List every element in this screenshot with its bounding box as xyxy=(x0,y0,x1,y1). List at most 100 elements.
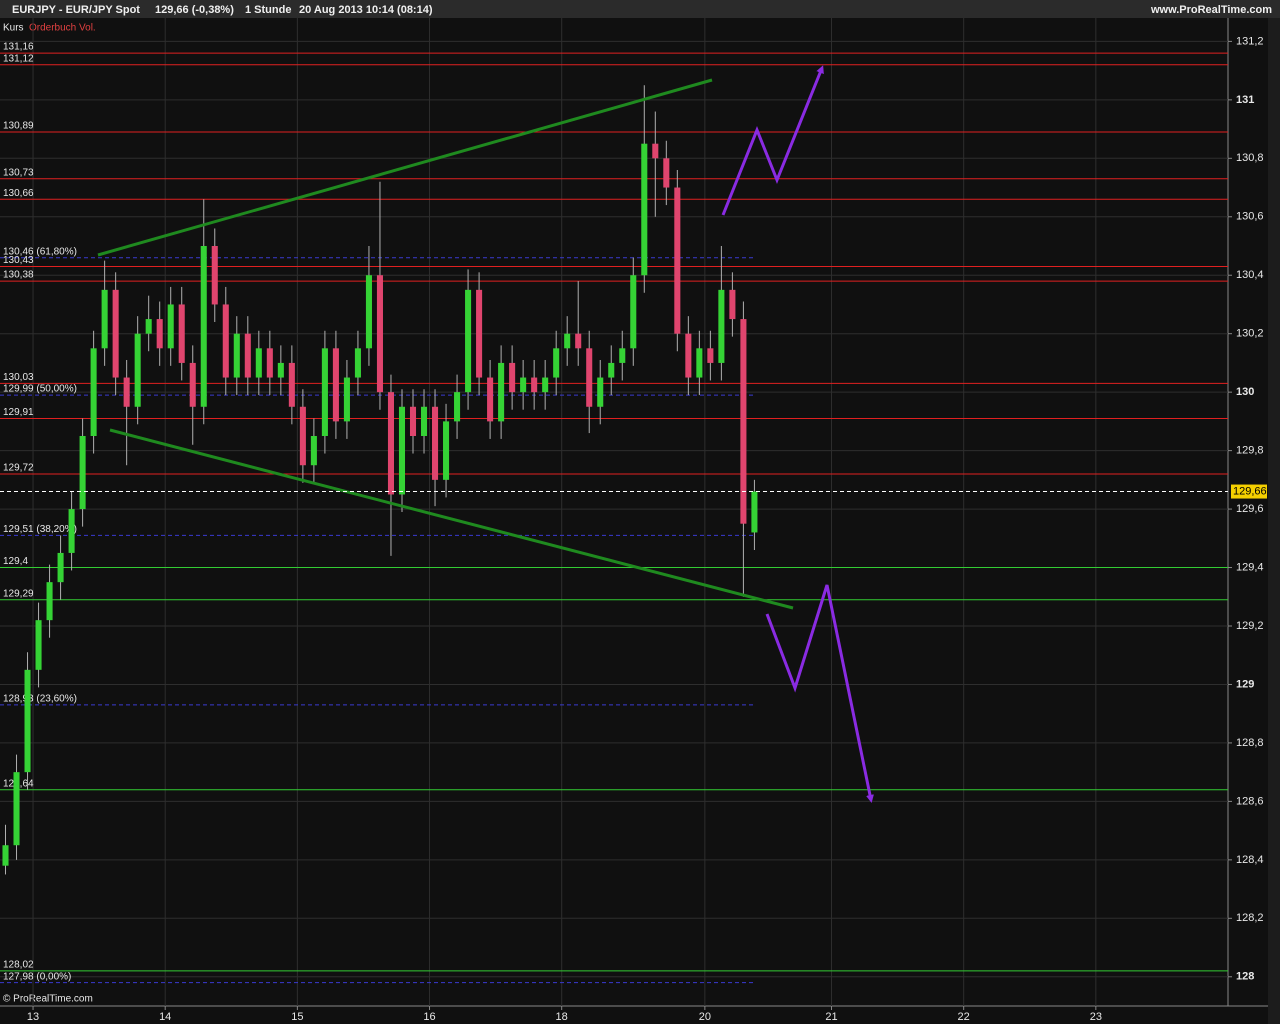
scenario-arrow xyxy=(721,65,824,216)
quote: 129,66 (-0,38%) xyxy=(155,4,234,16)
candle-body xyxy=(35,620,42,670)
candle-body xyxy=(443,421,450,480)
candle-body xyxy=(520,377,527,393)
price-level-label: 130,03 xyxy=(3,372,34,383)
candle-body xyxy=(465,289,472,393)
candle-body xyxy=(266,348,273,378)
price-level-label: 128,02 xyxy=(3,960,34,971)
price-level-label: 129,4 xyxy=(3,556,28,567)
candle-body xyxy=(299,406,306,466)
price-level-label: 131,12 xyxy=(3,53,34,64)
candle-body xyxy=(189,362,196,407)
candle-body xyxy=(123,377,130,407)
y-tick-label: 129,2 xyxy=(1236,620,1264,632)
candle-body xyxy=(310,436,317,466)
candle-body xyxy=(376,275,383,393)
interval: 1 Stunde xyxy=(245,4,291,16)
candle-body xyxy=(674,187,681,334)
y-tick-label: 129,4 xyxy=(1236,561,1264,573)
x-tick-label: 18 xyxy=(556,1011,568,1023)
price-level-label: 127,98 (0,00%) xyxy=(3,971,71,982)
y-tick-label: 131 xyxy=(1236,94,1254,106)
candle-body xyxy=(156,319,163,349)
candle-body xyxy=(740,319,747,524)
candle-body xyxy=(476,289,483,378)
drawings xyxy=(97,65,874,803)
last-price-box xyxy=(1231,484,1267,499)
x-tick-label: 14 xyxy=(159,1011,171,1023)
price-level-label: 130,46 (61,80%) xyxy=(3,246,77,257)
candle-body xyxy=(597,377,604,407)
price-level-label: 130,38 xyxy=(3,270,34,281)
copyright: © ProRealTime.com xyxy=(3,994,93,1005)
y-tick-label: 130,2 xyxy=(1236,328,1264,340)
candle-body xyxy=(652,143,659,159)
candle-body xyxy=(365,275,372,349)
timestamp: 20 Aug 2013 10:14 (08:14) xyxy=(299,4,433,16)
candle-body xyxy=(211,246,218,305)
trendline xyxy=(109,428,794,610)
x-tick-label: 15 xyxy=(291,1011,303,1023)
x-tick-label: 22 xyxy=(958,1011,970,1023)
candle-body xyxy=(354,348,361,378)
candle-body xyxy=(57,552,64,583)
y-tick-label: 128,8 xyxy=(1236,737,1264,749)
y-tick-label: 128,4 xyxy=(1236,854,1264,866)
header-bar xyxy=(0,0,1280,18)
site: www.ProRealTime.com xyxy=(1150,4,1272,16)
y-tick-label: 130,4 xyxy=(1236,269,1264,281)
candle-body xyxy=(498,362,505,422)
x-tick-label: 16 xyxy=(423,1011,435,1023)
x-tick-label: 23 xyxy=(1090,1011,1102,1023)
price-level-label: 128,93 (23,60%) xyxy=(3,694,77,705)
price-level-label: 129,51 (38,20%) xyxy=(3,524,77,535)
candle-body xyxy=(641,143,648,276)
candle-body xyxy=(509,362,516,393)
candle-body xyxy=(718,289,725,363)
plot: 128 128,2 128,4 128,6 128,8 129 129,2 129,4 129,… xyxy=(0,18,1264,1023)
candle-body xyxy=(2,845,9,866)
y-tick-label: 128,2 xyxy=(1236,912,1264,924)
symbol: EURJPY - EUR/JPY Spot xyxy=(12,4,140,16)
indicator-vol: Orderbuch Vol. xyxy=(29,23,96,34)
candle-body xyxy=(663,158,670,188)
candle-body xyxy=(255,348,262,378)
candle-body xyxy=(145,319,152,334)
price-level-label: 129,91 xyxy=(3,407,34,418)
price-level-label: 129,29 xyxy=(3,588,34,599)
candle-body xyxy=(332,348,339,422)
price-level-label: 131,16 xyxy=(3,42,34,53)
price-level-label: 130,89 xyxy=(3,121,34,132)
candle-body xyxy=(178,304,185,363)
y-tick-label: 128,6 xyxy=(1236,795,1264,807)
candle-body xyxy=(101,289,108,349)
candle-body xyxy=(630,275,637,349)
y-tick-label: 130,8 xyxy=(1236,152,1264,164)
candle-body xyxy=(729,289,736,320)
candle-body xyxy=(90,348,97,436)
candle-body xyxy=(685,333,692,378)
candle-body xyxy=(420,406,428,436)
candle-body xyxy=(277,362,284,378)
x-tick-label: 20 xyxy=(699,1011,711,1023)
indicator-kurs: Kurs xyxy=(3,23,24,34)
right-margin xyxy=(1268,18,1280,1024)
y-tick-label: 130 xyxy=(1236,386,1254,398)
y-tick-label: 128 xyxy=(1236,971,1254,983)
trendline xyxy=(97,78,713,257)
candle-body xyxy=(608,362,615,378)
candle-body xyxy=(454,392,461,422)
candle-body xyxy=(542,377,549,393)
candle-body xyxy=(343,377,350,422)
candle-body xyxy=(398,406,406,495)
candle-body xyxy=(321,348,328,436)
candle-body xyxy=(244,333,251,378)
y-tick-label: 131,2 xyxy=(1236,35,1264,47)
y-tick-label: 129 xyxy=(1236,678,1254,690)
candle-body xyxy=(112,289,119,378)
candle-body xyxy=(586,348,593,407)
last-price-label: 129,66 xyxy=(1233,485,1267,497)
y-tick-label: 129,6 xyxy=(1236,503,1264,515)
